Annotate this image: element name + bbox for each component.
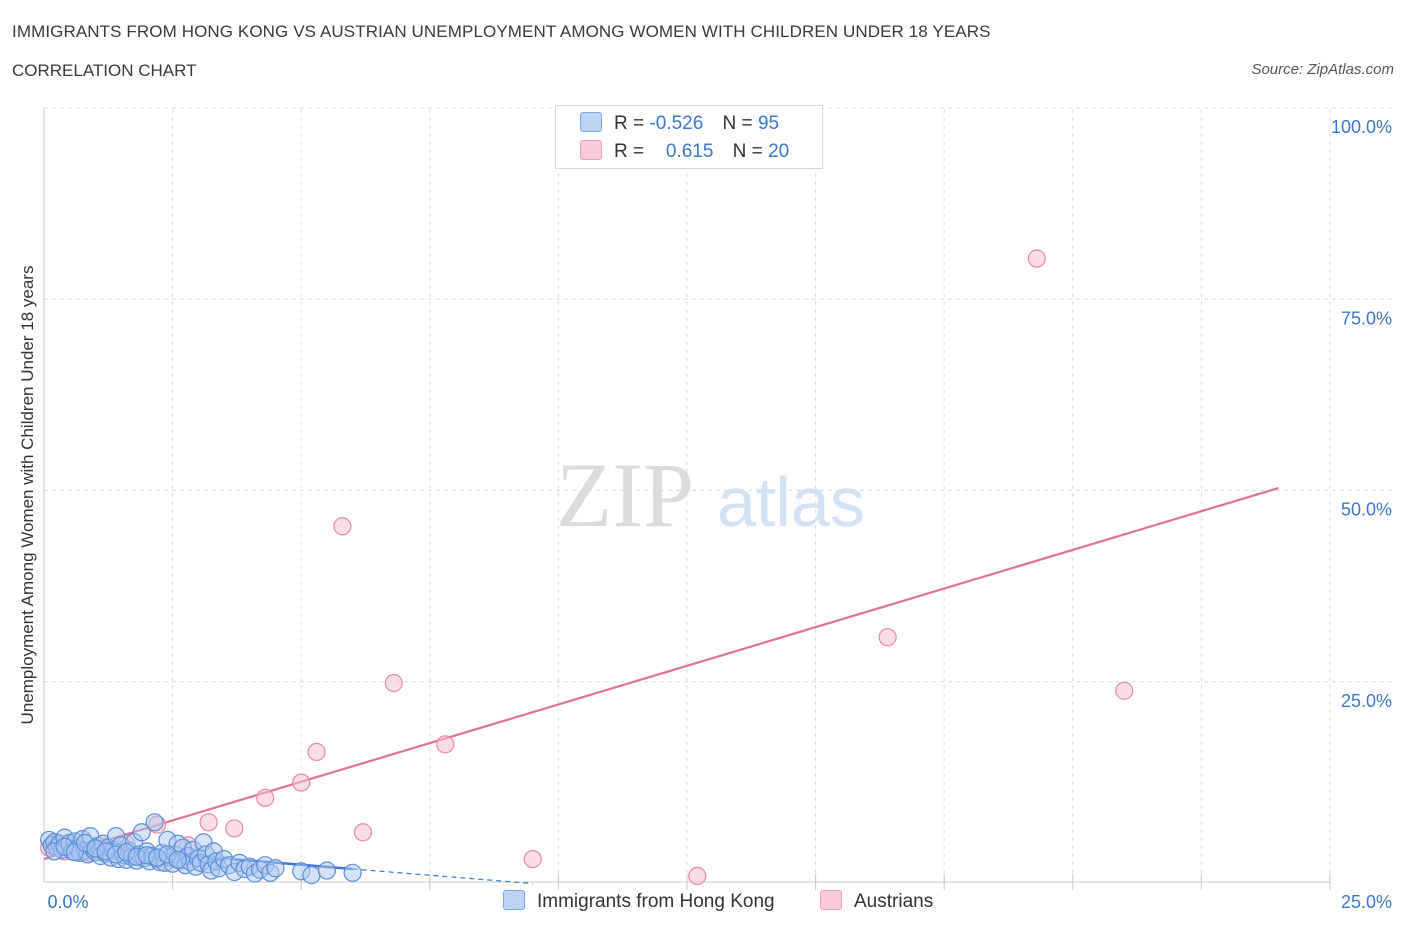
legend-n-value: 95 [757, 113, 780, 134]
legend-n-value: 20 [768, 141, 790, 162]
blue-swatch [503, 890, 525, 910]
watermark-atlas: atlas [717, 463, 865, 541]
hong-kong-point [168, 850, 187, 869]
bottom-legend-label: Immigrants from Hong Kong [537, 891, 775, 912]
pink-swatch [580, 140, 602, 160]
bottom-legend-hong-kong: Immigrants from Hong Kong [503, 890, 775, 913]
x-tick-label: 25.0% [1341, 892, 1392, 912]
austrians-point [333, 517, 352, 536]
chart-subtitle: CORRELATION CHART [12, 61, 197, 80]
watermark: ZIP atlas [556, 444, 865, 546]
hong-kong-point [145, 813, 164, 832]
austrians-trend-line [43, 486, 1279, 861]
austrians-point [1115, 681, 1134, 700]
hong-kong-point [343, 863, 362, 882]
blue-swatch [580, 112, 602, 132]
austrians-point [523, 849, 542, 869]
austrians-point [225, 819, 244, 838]
bottom-legend-label: Austrians [854, 891, 934, 912]
bottom-legend-austrians: Austrians [820, 890, 933, 913]
hong-kong-trend-extension [352, 868, 533, 885]
hong-kong-point [266, 859, 285, 878]
austrians-point [307, 742, 326, 762]
y-tick-labels: 100.0% 75.0% 50.0% 25.0% [1331, 117, 1392, 711]
legend-n-label: N = [722, 113, 753, 134]
watermark-zip: ZIP [556, 444, 694, 546]
hong-kong-point [302, 866, 321, 885]
pink-swatch [820, 890, 842, 910]
y-axis-label: Unemployment Among Women with Children U… [18, 265, 37, 725]
y-tick-label: 100.0% [1331, 117, 1392, 137]
austrians-point [199, 813, 218, 832]
austrians-points [40, 249, 1134, 885]
x-tick-label: 0.0% [47, 892, 88, 912]
y-tick-label: 25.0% [1341, 691, 1392, 711]
legend-row-hong-kong: R = -0.526 N = 95 [580, 112, 779, 138]
legend-row-austrians: R = 0.615 N = 20 [580, 140, 789, 166]
legend-r-label: R = [614, 113, 645, 134]
austrians-point [688, 866, 707, 885]
hong-kong-point [132, 823, 151, 842]
legend-r-value: 0.615 [665, 141, 714, 162]
y-tick-label: 50.0% [1341, 500, 1392, 520]
austrians-point [384, 673, 403, 693]
austrians-point [878, 628, 897, 647]
chart-title: IMMIGRANTS FROM HONG KONG VS AUSTRIAN UN… [12, 22, 991, 41]
austrians-point [256, 788, 275, 807]
austrians-point [436, 735, 455, 754]
hong-kong-point [317, 861, 337, 880]
x-tick-labels: 0.0% 25.0% [47, 892, 1392, 912]
source-credit: Source: ZipAtlas.com [1251, 61, 1394, 78]
legend-r-label: R = [614, 141, 645, 162]
austrians-point [1027, 249, 1046, 268]
hong-kong-points [40, 813, 362, 885]
legend-r-value: -0.526 [649, 113, 704, 134]
y-tick-label: 75.0% [1341, 308, 1392, 328]
austrians-point [292, 773, 311, 792]
legend-n-label: N = [732, 141, 763, 162]
austrians-point [353, 823, 373, 842]
correlation-legend: R = -0.526 N = 95 R = 0.615 N = 20 [555, 105, 823, 169]
